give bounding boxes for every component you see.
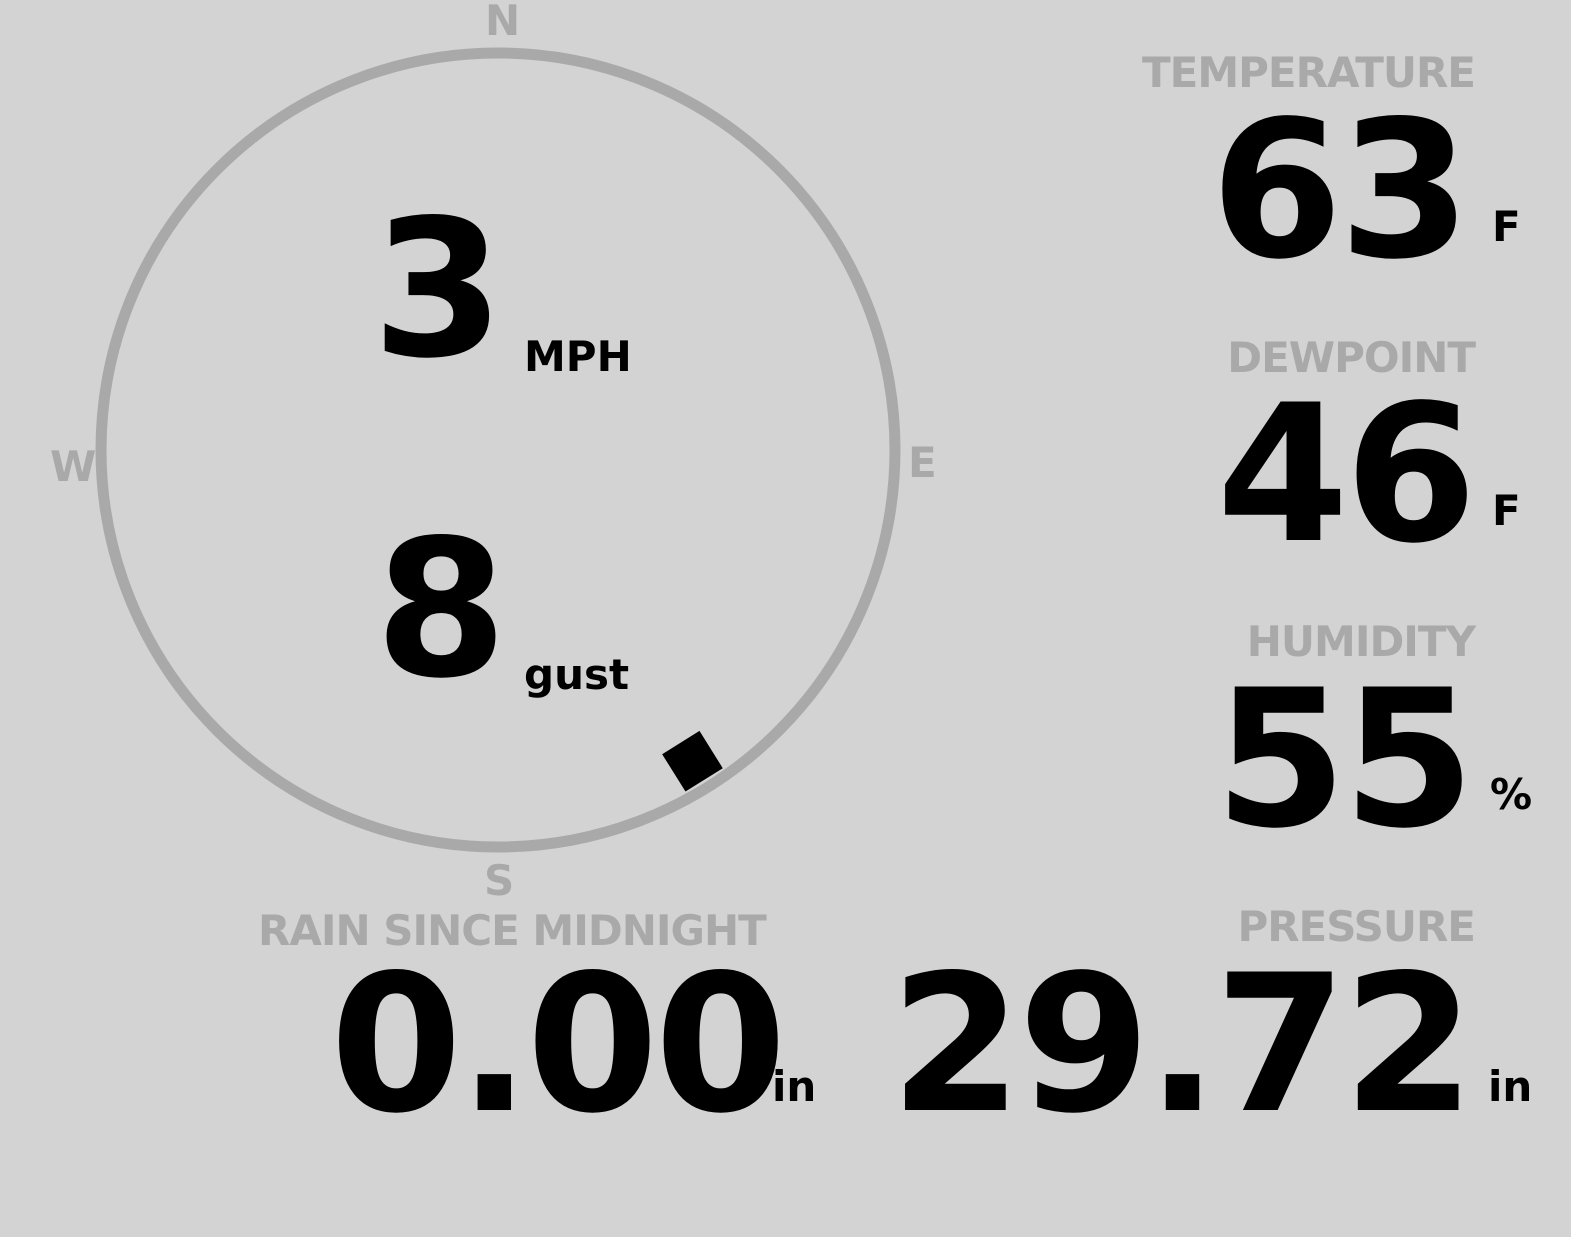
wind-speed-value: 3 [372, 179, 504, 400]
compass-north: N [485, 0, 521, 45]
rain-value: 0.00 [330, 934, 787, 1155]
pressure-unit: in [1488, 1062, 1533, 1111]
compass-south: S [484, 856, 515, 905]
rain-unit: in [772, 1062, 817, 1111]
humidity-label: HUMIDITY [1246, 617, 1476, 666]
wind-speed-unit: MPH [524, 332, 632, 381]
wind-gust-value: 8 [375, 499, 507, 720]
humidity-value: 55 [1214, 649, 1475, 870]
dewpoint-unit: F [1492, 486, 1521, 535]
compass-ring [95, 47, 901, 853]
temperature-unit: F [1492, 202, 1521, 251]
temperature-value: 63 [1210, 80, 1471, 301]
pressure-label: PRESSURE [1237, 902, 1476, 951]
pressure-value: 29.72 [890, 934, 1475, 1155]
wind-compass-dial [95, 47, 901, 853]
wind-gust-unit: gust [524, 650, 630, 699]
compass-west: W [50, 442, 97, 491]
dewpoint-value: 46 [1216, 364, 1477, 585]
compass-east: E [908, 438, 937, 487]
rain-label: RAIN SINCE MIDNIGHT [258, 906, 767, 955]
humidity-unit: % [1490, 770, 1533, 819]
wind-direction-marker [662, 730, 723, 792]
dewpoint-label: DEWPOINT [1227, 333, 1476, 382]
temperature-label: TEMPERATURE [1142, 48, 1476, 97]
